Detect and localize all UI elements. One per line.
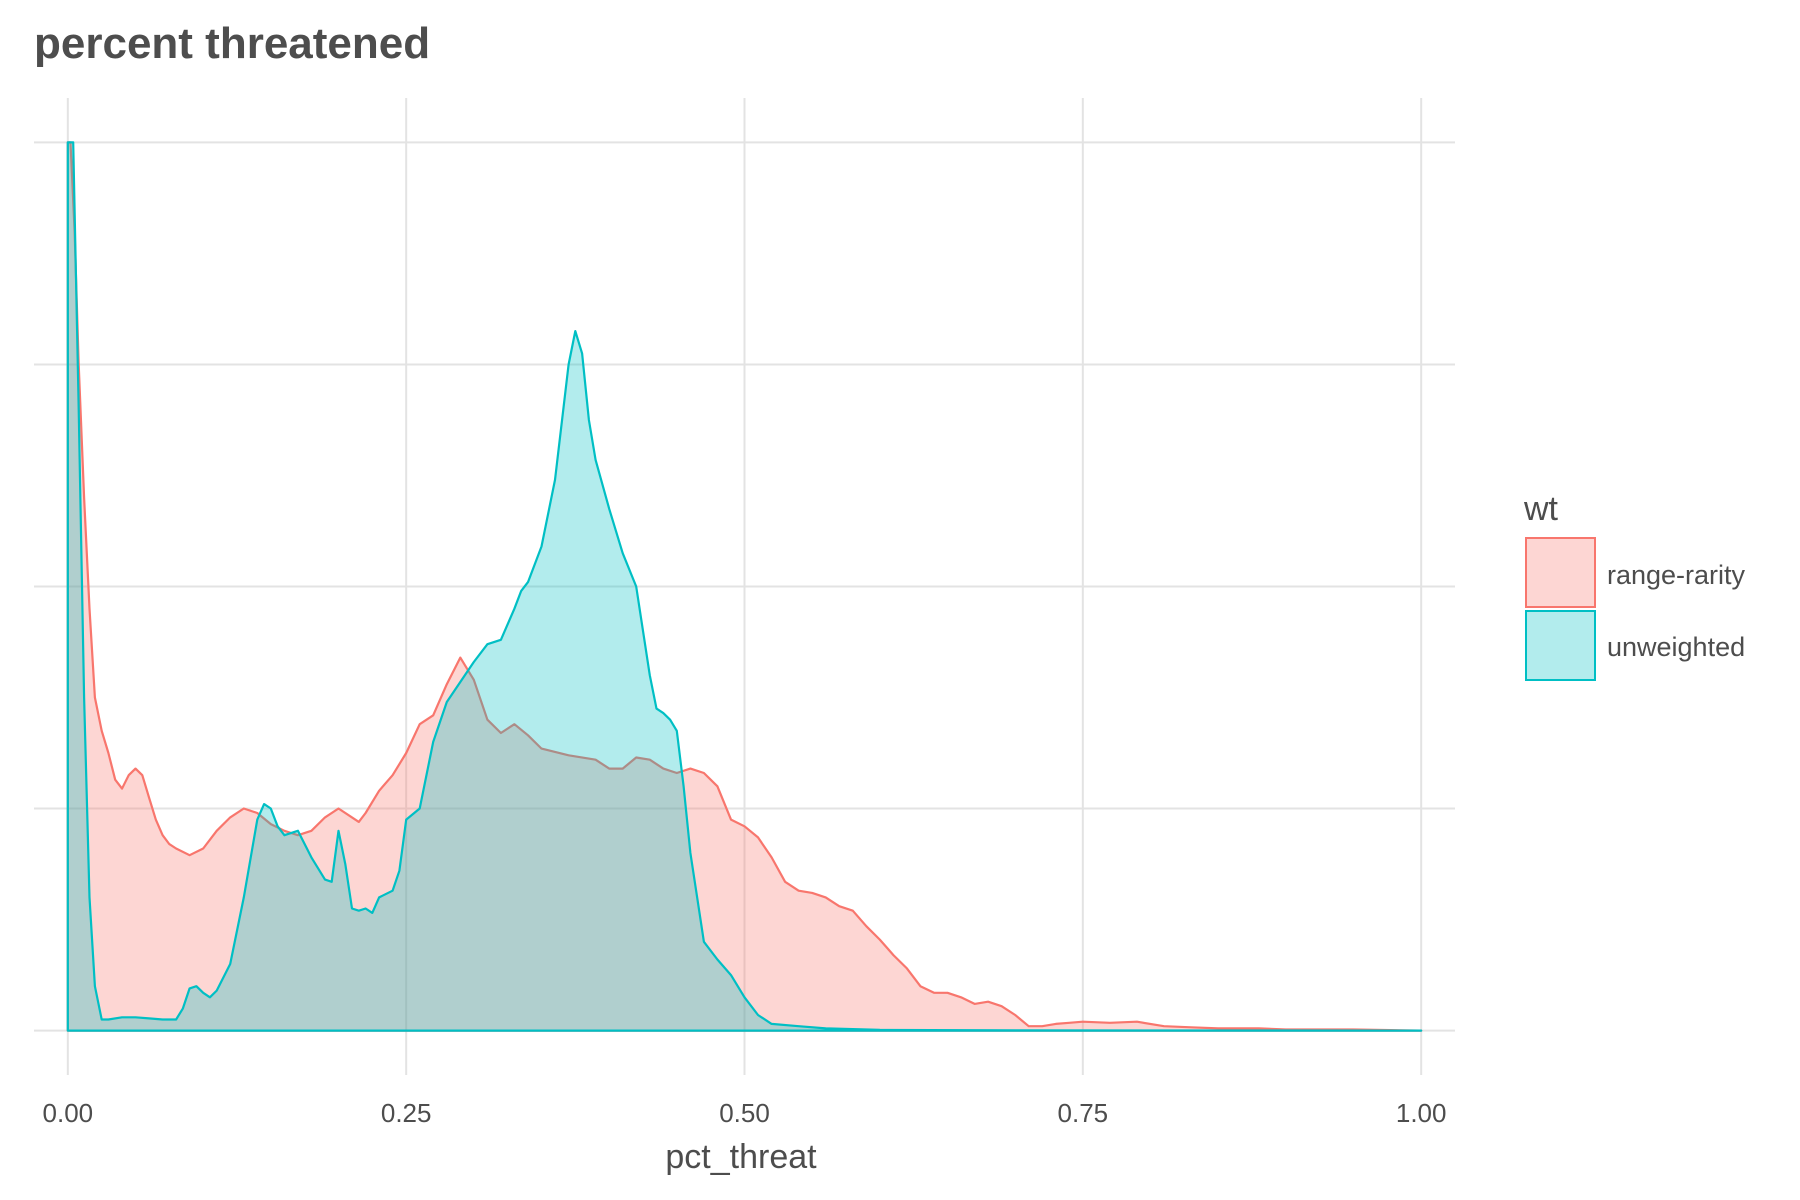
legend-label-range-rarity: range-rarity [1607, 560, 1746, 590]
density-area-range-rarity [66, 141, 1423, 1032]
legend-label-unweighted: unweighted [1607, 632, 1745, 662]
x-tick-label: 1.00 [1396, 1098, 1447, 1128]
x-tick-label: 0.00 [43, 1098, 94, 1128]
legend-key-range-rarity [1525, 537, 1596, 608]
x-tick-label: 0.50 [719, 1098, 770, 1128]
legend-key-unweighted [1525, 610, 1596, 681]
legend: wt range-rarity unweighted [1523, 490, 1746, 681]
series-layer [66, 141, 1423, 1032]
x-tick-label: 0.75 [1058, 1098, 1109, 1128]
density-area-unweighted [66, 141, 1423, 1032]
x-tick-label: 0.25 [381, 1098, 432, 1128]
grid-layer [34, 98, 1455, 1075]
x-axis-title: pct_threat [665, 1138, 817, 1176]
x-axis-ticks: 0.00 0.25 0.50 0.75 1.00 [43, 1098, 1447, 1128]
chart-title: percent threatened [34, 19, 430, 68]
legend-title: wt [1523, 490, 1559, 528]
